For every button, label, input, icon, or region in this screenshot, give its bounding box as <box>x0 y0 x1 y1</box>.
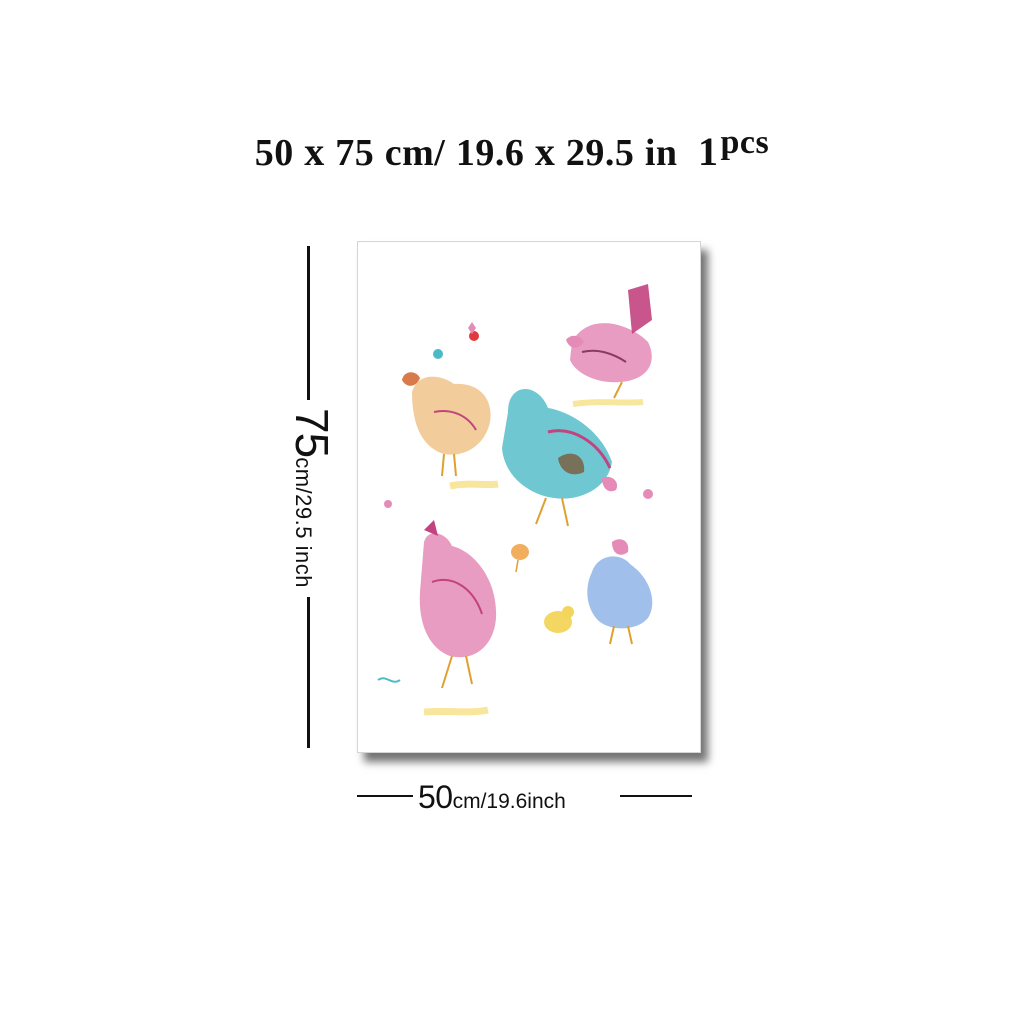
butterfly <box>468 322 476 334</box>
chicken-watercolor-artwork <box>377 284 653 716</box>
flower-left <box>384 500 392 508</box>
title-width-inch: 19.6 <box>455 132 525 174</box>
width-dimension-line-right <box>620 795 692 797</box>
chicken-bottom-left <box>419 520 497 716</box>
height-dimension-line-top <box>307 246 310 400</box>
title-inch-unit: in <box>644 132 678 174</box>
chick-small-center <box>511 544 529 573</box>
product-size-title: 50 x 75 cm/ 19.6 x 29.5 in 1pcs <box>0 124 1024 175</box>
title-height-cm: 75 <box>335 132 375 174</box>
title-quantity: 1 <box>698 129 719 174</box>
chicken-left <box>402 372 499 490</box>
canvas-poster <box>357 241 701 753</box>
width-dimension-line-left <box>357 795 413 797</box>
title-pcs-unit: pcs <box>720 124 770 161</box>
width-dimension-value: 50 <box>418 779 453 815</box>
height-dimension-label: 75cm/29.5 inch <box>285 408 339 588</box>
width-dimension-label: 50cm/19.6inch <box>418 779 566 816</box>
red-flower <box>469 331 479 341</box>
chick-small-yellow <box>544 606 574 633</box>
title-times-2: x <box>534 129 556 174</box>
chicken-bottom-right <box>587 539 653 645</box>
height-dimension-value: 75 <box>286 408 338 458</box>
width-dimension-unit: cm/19.6inch <box>452 790 566 813</box>
chicken-top-right <box>566 284 652 407</box>
height-dimension-unit: cm/29.5 inch <box>291 457 316 588</box>
title-width-cm: 50 <box>254 132 294 174</box>
small-bird <box>433 349 443 359</box>
height-dimension-line-bottom <box>307 597 310 748</box>
pink-flower <box>643 489 653 499</box>
title-height-inch: 29.5 <box>565 132 635 174</box>
title-times-1: x <box>304 129 325 174</box>
title-cm-unit: cm/ <box>384 132 446 174</box>
worm <box>377 677 401 683</box>
chicken-center-teal <box>502 388 618 527</box>
